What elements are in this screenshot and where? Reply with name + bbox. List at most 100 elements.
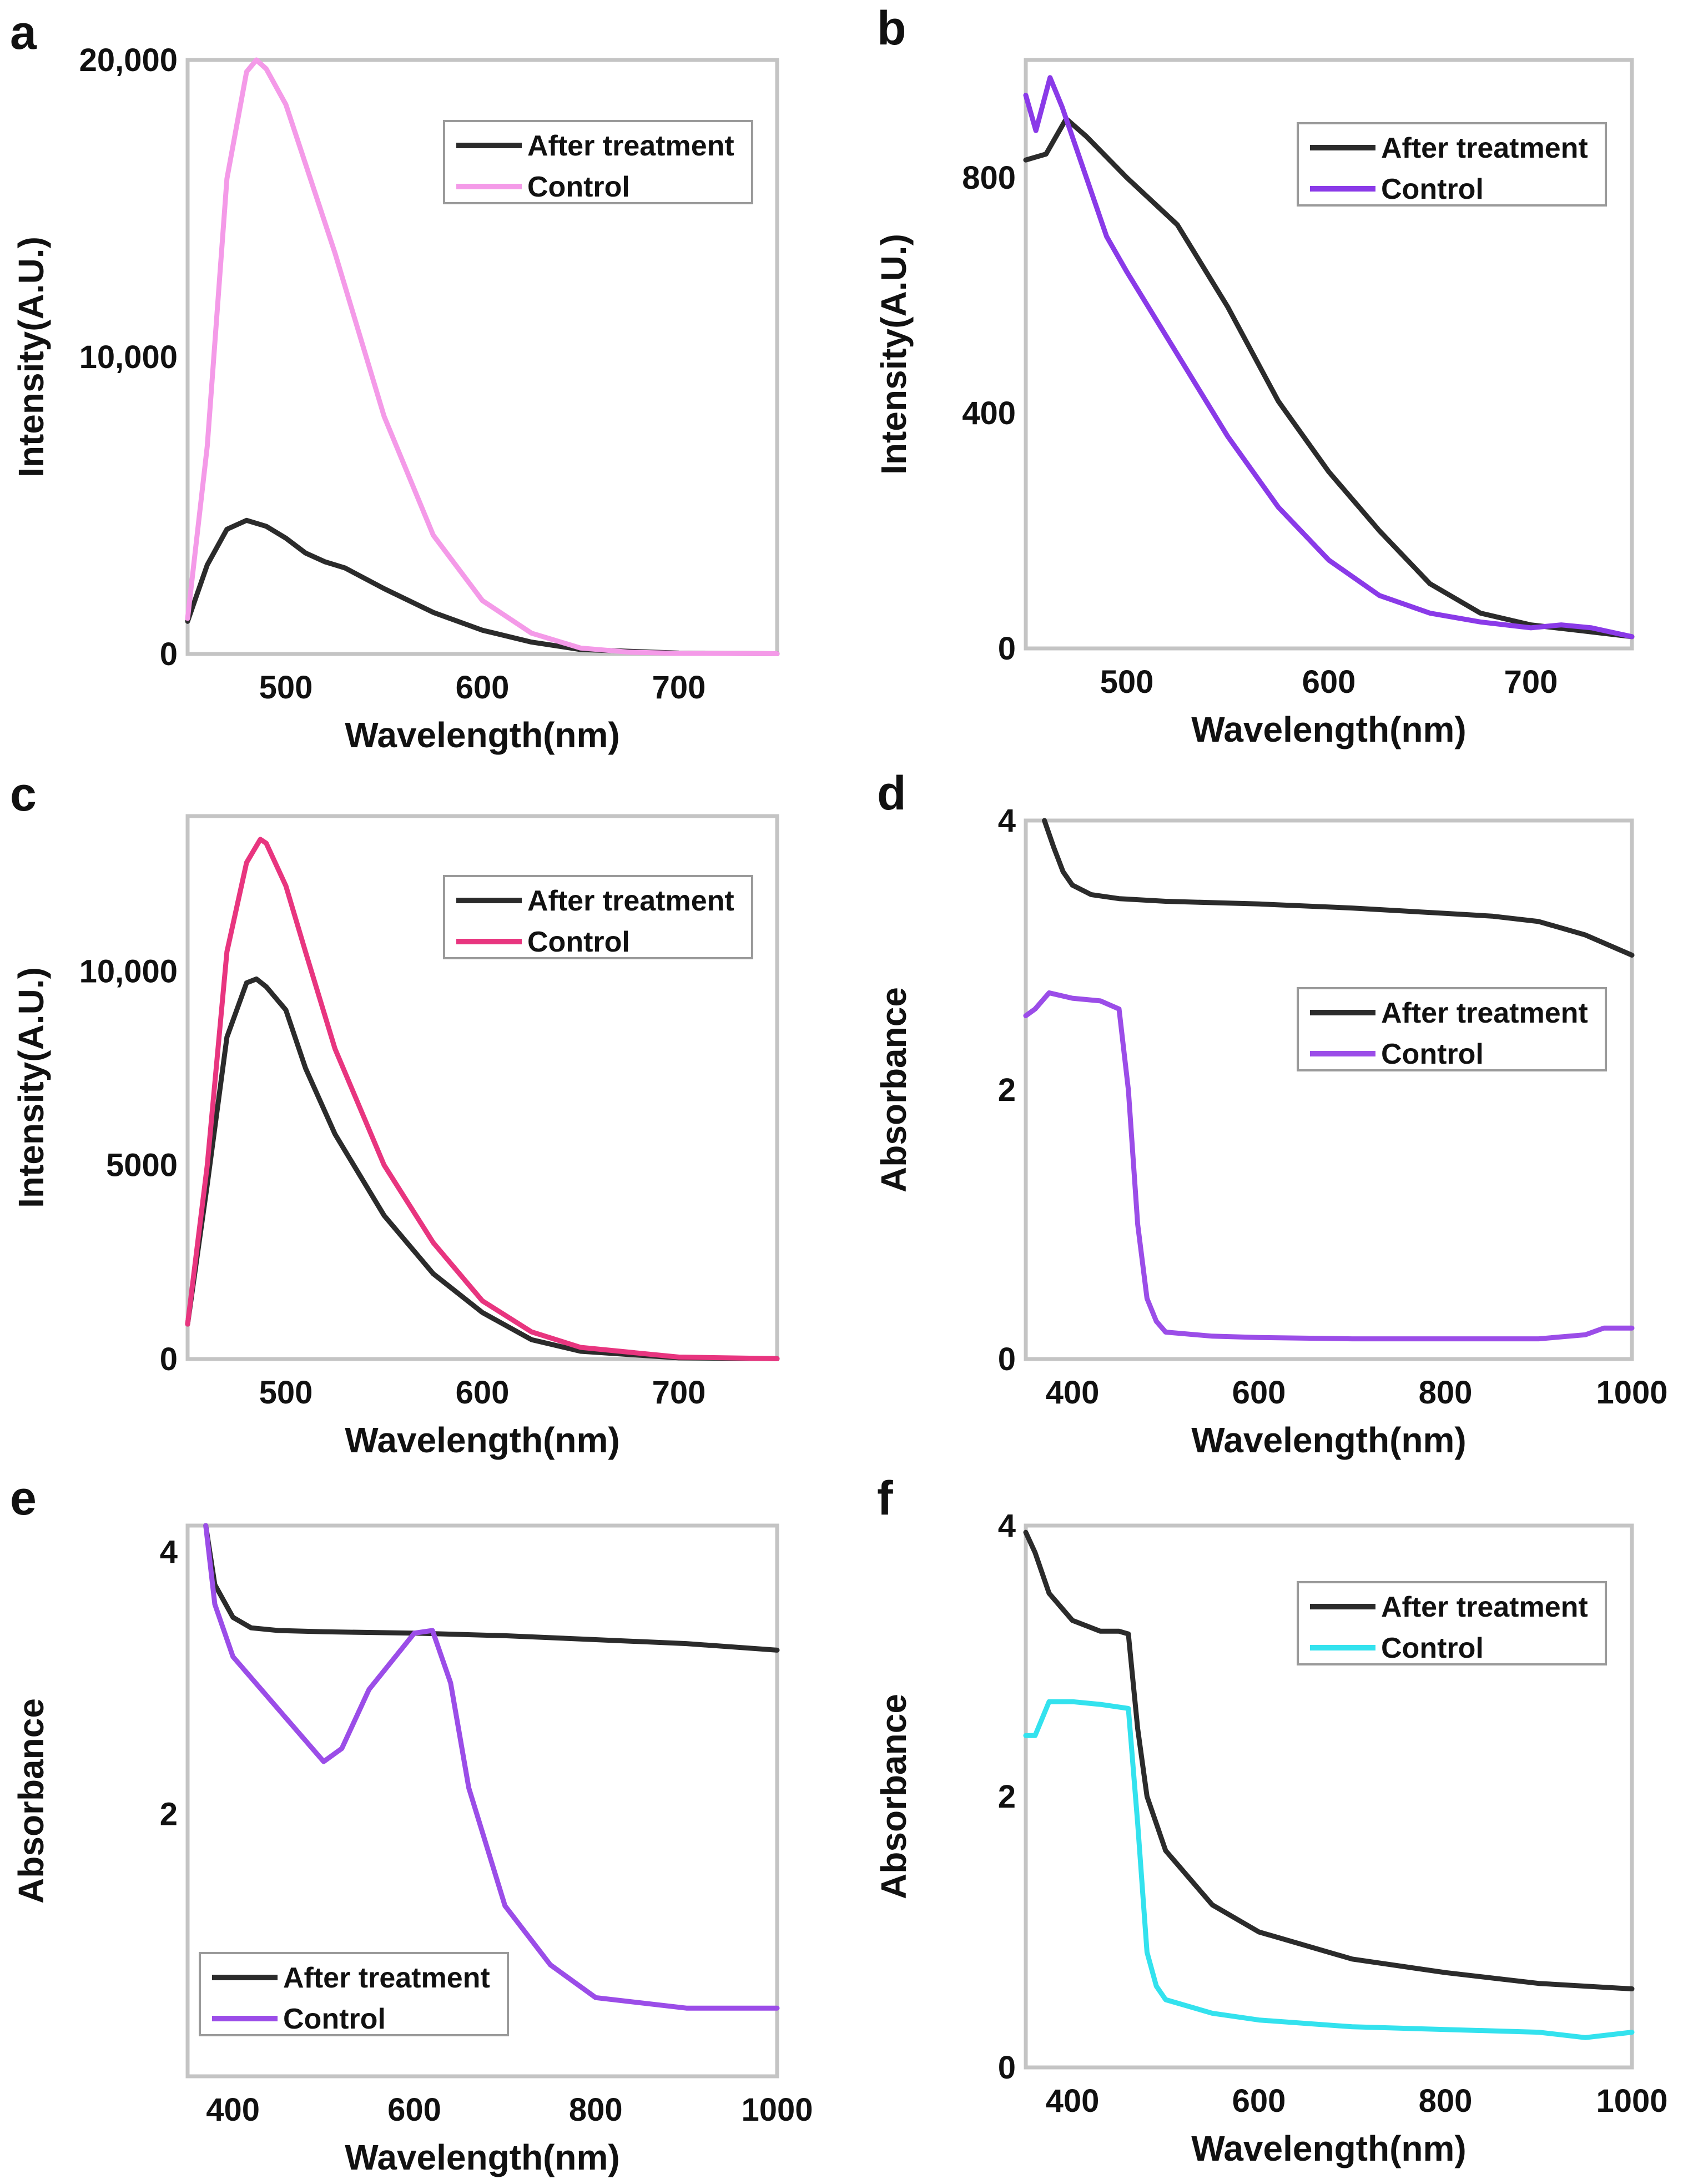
y-tick-label-c: 10,000: [79, 953, 178, 989]
x-tick-label-a: 600: [456, 670, 510, 706]
chart-panel-d: d 400 600 800 1000 0 2 4 Wavelength(nm) Absorbanc…: [874, 767, 1668, 1460]
y-axis-label-b: Intensity(A.U.): [874, 234, 914, 475]
x-tick-label-a: 500: [259, 670, 313, 706]
x-tick-label-e: 800: [569, 2092, 623, 2128]
chart-panel-a: a 500 600 700 0 10,000 20,000 Wavelength(nm) Int…: [10, 6, 780, 755]
legend-label-b-control: Control: [1381, 173, 1484, 205]
legend-label-c-after-treatment: After treatment: [527, 885, 734, 917]
y-tick-label-b: 400: [962, 395, 1016, 431]
series-line-d-after-treatment: [1042, 818, 1635, 958]
y-tick-label-d: 0: [998, 1341, 1016, 1377]
y-tick-label-e: 2: [160, 1796, 178, 1833]
x-tick-label-e: 600: [387, 2092, 441, 2128]
legend-label-a-after-treatment: After treatment: [527, 130, 734, 162]
y-tick-label-b: 800: [962, 160, 1016, 196]
x-tick-label-d: 600: [1232, 1375, 1286, 1411]
y-axis-label-f: Absorbance: [874, 1694, 914, 1899]
y-tick-label-b: 0: [998, 631, 1016, 667]
legend-box-f: [1297, 1581, 1607, 1665]
x-tick-label-a: 700: [652, 670, 706, 706]
legend-a: After treatment Control: [443, 120, 753, 204]
series-line-a-control: [185, 57, 780, 656]
x-tick-label-d: 1000: [1596, 1375, 1667, 1411]
y-tick-label-d: 4: [998, 803, 1016, 839]
chart-panel-c: c 500 600 700 0 5000 10,000 Wavelength(nm) Inten…: [10, 768, 780, 1460]
y-axis-label-d: Absorbance: [874, 987, 914, 1192]
legend-box-b: [1297, 122, 1607, 207]
x-axis-label-b: Wavelength(nm): [1191, 709, 1466, 749]
y-tick-label-a: 10,000: [79, 339, 178, 375]
series-line-b-control: [1023, 75, 1635, 640]
y-tick-label-c: 0: [160, 1341, 178, 1377]
chart-panel-f: f 400 600 800 1000 0 2 4 Wavelength(nm) Absorbanc…: [874, 1472, 1668, 2168]
legend-d: After treatment Control: [1297, 987, 1607, 1071]
x-axis-label-a: Wavelength(nm): [345, 715, 619, 755]
series-line-e-after-treatment: [203, 1523, 780, 1653]
chart-panel-e: e 400 600 800 1000 2 4 Wavelength(nm) Absorbance…: [10, 1472, 813, 2177]
x-axis-label-c: Wavelength(nm): [345, 1420, 619, 1460]
series-line-e-control: [203, 1523, 780, 2011]
y-axis-label-e: Absorbance: [11, 1698, 51, 1904]
x-tick-label-f: 400: [1046, 2083, 1100, 2119]
x-tick-label-b: 700: [1504, 664, 1558, 700]
legend-label-a-control: Control: [527, 171, 630, 203]
legend-label-f-after-treatment: After treatment: [1381, 1591, 1588, 1623]
x-tick-label-c: 500: [259, 1375, 313, 1411]
x-axis-label-e: Wavelength(nm): [345, 2137, 619, 2177]
y-tick-label-d: 2: [998, 1072, 1016, 1108]
x-tick-label-d: 800: [1419, 1375, 1473, 1411]
chart-panel-b: b 500 600 700 0 400 800 Wavelength(nm) Intensity…: [874, 2, 1635, 749]
x-tick-label-f: 1000: [1596, 2083, 1667, 2119]
panel-letter-a: a: [10, 6, 37, 59]
y-tick-label-f: 2: [998, 1779, 1016, 1815]
series-line-a-after-treatment: [185, 517, 780, 656]
y-axis-label-c: Intensity(A.U.): [11, 967, 51, 1208]
series-line-c-control: [185, 837, 780, 1361]
y-tick-label-e: 4: [160, 1534, 178, 1570]
series-line-c-after-treatment: [185, 976, 780, 1361]
x-tick-label-f: 800: [1419, 2083, 1473, 2119]
legend-label-e-after-treatment: After treatment: [283, 1962, 490, 1994]
x-axis-label-f: Wavelength(nm): [1191, 2128, 1466, 2168]
y-tick-label-c: 5000: [106, 1148, 178, 1184]
legend-label-d-after-treatment: After treatment: [1381, 997, 1588, 1029]
y-tick-label-a: 0: [160, 636, 178, 672]
y-tick-label-f: 0: [998, 2050, 1016, 2086]
legend-label-e-control: Control: [283, 2003, 386, 2035]
legend-box-a: [443, 120, 753, 204]
plot-area-d: [1024, 818, 1634, 1361]
legend-box-e: [199, 1952, 509, 2036]
x-tick-label-f: 600: [1232, 2083, 1286, 2119]
legend-box-d: [1297, 987, 1607, 1071]
x-tick-label-b: 500: [1100, 664, 1154, 700]
y-axis-label-a: Intensity(A.U.): [11, 236, 51, 477]
x-tick-label-c: 700: [652, 1375, 706, 1411]
y-tick-label-a: 20,000: [79, 42, 178, 78]
panel-letter-d: d: [877, 767, 906, 820]
x-tick-label-d: 400: [1046, 1375, 1100, 1411]
legend-e: After treatment Control: [199, 1952, 509, 2036]
legend-label-f-control: Control: [1381, 1632, 1484, 1664]
x-tick-label-e: 400: [206, 2092, 260, 2128]
panel-letter-f: f: [877, 1472, 893, 1525]
x-tick-label-b: 600: [1302, 664, 1356, 700]
panel-letter-e: e: [10, 1472, 37, 1525]
x-axis-label-d: Wavelength(nm): [1191, 1420, 1466, 1460]
legend-box-c: [443, 875, 753, 959]
legend-label-b-after-treatment: After treatment: [1381, 132, 1588, 164]
legend-f: After treatment Control: [1297, 1581, 1607, 1665]
series-line-f-control: [1023, 1699, 1635, 2040]
series-line-b-after-treatment: [1023, 116, 1635, 640]
panel-letter-b: b: [877, 2, 906, 55]
legend-c: After treatment Control: [443, 875, 753, 959]
series-line-f-after-treatment: [1023, 1529, 1635, 1991]
panel-letter-c: c: [10, 768, 37, 821]
series-line-d-control: [1023, 990, 1635, 1342]
legend-b: After treatment Control: [1297, 122, 1607, 207]
legend-label-c-control: Control: [527, 926, 630, 958]
y-tick-label-f: 4: [998, 1508, 1016, 1544]
legend-label-d-control: Control: [1381, 1038, 1484, 1070]
x-tick-label-c: 600: [456, 1375, 510, 1411]
x-tick-label-e: 1000: [741, 2092, 813, 2128]
